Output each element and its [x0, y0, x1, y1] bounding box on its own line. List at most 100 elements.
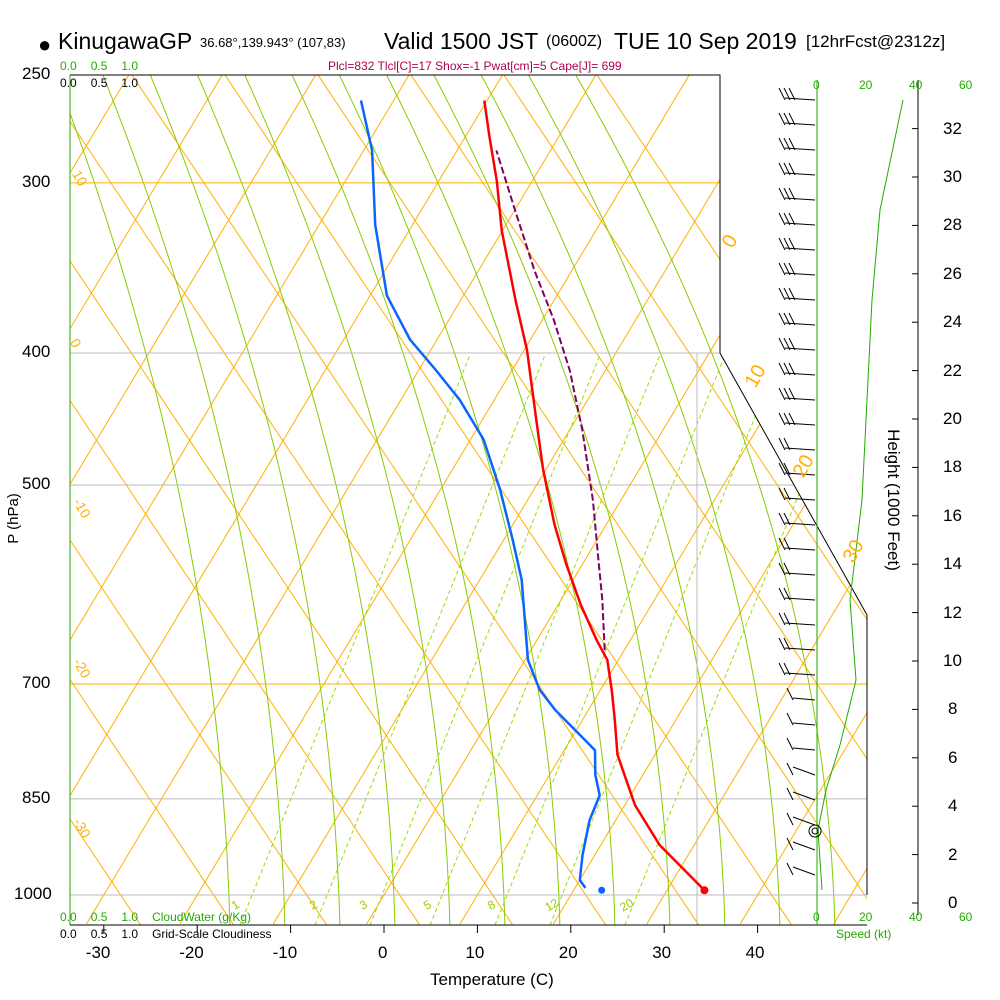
- wind-barb-feather: [783, 137, 791, 151]
- mixing-ratio-line: [239, 354, 471, 925]
- scale-tick: 0.5: [90, 910, 108, 924]
- speed-tick-label: 60: [959, 910, 973, 924]
- speed-axis-label: Speed (kt): [836, 927, 892, 941]
- adiabat-line: [70, 75, 331, 925]
- wind-barb-feather: [778, 512, 786, 526]
- pressure-tick-label: 300: [22, 171, 51, 191]
- moist-adiabat-line: [284, 75, 506, 925]
- wind-barb-feather: [778, 437, 786, 451]
- moist-adiabat-line: [566, 75, 836, 925]
- wind-barb-icon: [784, 647, 816, 651]
- height-tick-label: 2: [948, 844, 958, 864]
- wind-barb-icon: [792, 697, 816, 701]
- wind-barb-icon: [784, 347, 816, 351]
- wind-barb-icon: [784, 222, 816, 226]
- wind-barb-icon: [792, 866, 816, 876]
- moist-adiabat-line: [378, 75, 616, 925]
- speed-tick-label: 20: [859, 910, 873, 924]
- wind-barb-feather: [778, 87, 786, 101]
- wind-barb-icon: [784, 447, 816, 451]
- moist-adiabat-line: [190, 75, 396, 925]
- cloudiness-scale-top: 0.0 0.5 1.0: [60, 76, 160, 90]
- cloudiness-label: Grid-Scale Cloudiness: [152, 927, 272, 941]
- wind-barb-feather: [783, 262, 791, 276]
- wind-barb-feather: [783, 337, 791, 351]
- temperature-line: [483, 100, 706, 892]
- wind-barb-feather: [778, 162, 786, 176]
- wind-barb-icon: [784, 472, 816, 476]
- height-tick-label: 22: [943, 360, 962, 380]
- mixing-ratio-line: [549, 354, 781, 925]
- isotherm-line: [739, 75, 867, 925]
- moist-adiabat-line: [70, 75, 231, 925]
- pressure-tick-label: 400: [22, 342, 51, 361]
- moist-adiabat-line: [237, 75, 451, 925]
- wind-barb-feather: [778, 412, 786, 426]
- mixing-ratio-line: [369, 354, 601, 925]
- wind-barb-feather: [786, 687, 794, 701]
- wind-barb-feather: [788, 287, 796, 301]
- moist-adiabat-line: [331, 75, 561, 925]
- wind-barb-icon: [792, 766, 816, 776]
- wind-barb-feather: [778, 137, 786, 151]
- height-tick-label: 12: [943, 602, 962, 622]
- wind-barb-icon: [784, 372, 816, 376]
- wind-barb-icon: [784, 197, 816, 201]
- wind-barb-icon: [784, 172, 816, 176]
- mixing-ratio-line: [624, 354, 856, 925]
- wind-barb-feather: [778, 587, 786, 601]
- wind-barb-icon: [784, 522, 816, 526]
- station-dot-icon: ●: [38, 32, 52, 57]
- scale-tick: 0.0: [60, 76, 77, 90]
- speed-tick-label-top: 40: [909, 78, 923, 92]
- wind-barb-feather: [786, 837, 794, 851]
- valid-time: Valid 1500 JST: [384, 28, 539, 54]
- wind-barb-icon: [784, 122, 816, 126]
- isotherm-line: [553, 75, 867, 925]
- wind-barb-icon: [784, 547, 816, 551]
- height-axis-label: Height (1000 Feet): [883, 429, 903, 571]
- wind-barb-icon: [784, 322, 816, 326]
- isotherm-line: [833, 75, 867, 925]
- isotherm-line: [179, 75, 705, 925]
- isotherm-line: [366, 75, 867, 925]
- moist-adiabat-line: [143, 75, 341, 925]
- wind-barb-feather: [786, 862, 794, 876]
- wind-barb-feather: [783, 187, 791, 201]
- wind-barb-feather: [783, 312, 791, 326]
- wind-barb-feather: [783, 212, 791, 226]
- moist-adiabat-line: [96, 75, 286, 925]
- wind-barb-feather: [788, 362, 796, 376]
- indices-line: Plcl=832 Tlcl[C]=17 Shox=-1 Pwat[cm]=5 C…: [328, 59, 622, 73]
- isotherm-line: [70, 75, 238, 925]
- scale-tick: 1.0: [121, 76, 139, 90]
- x-tick-label: 40: [745, 943, 765, 962]
- speed-tick-label: 0: [813, 910, 820, 924]
- wind-barb-feather: [786, 712, 794, 726]
- mixing-ratio-line: [494, 354, 726, 925]
- wind-barb-icon: [784, 672, 816, 676]
- parcel-line: [495, 150, 606, 651]
- wind-barb-feather: [788, 112, 796, 126]
- x-tick-label: -20: [179, 943, 204, 962]
- adiabat-line: [70, 75, 424, 925]
- mixing-ratio-line: [314, 354, 546, 925]
- scale-tick: 0.0: [60, 910, 77, 924]
- wind-barb-icon: [784, 572, 816, 576]
- wind-barb-feather: [783, 462, 791, 476]
- y-axis-label: P (hPa): [4, 493, 22, 544]
- forecast-info: [12hrFcst@2312z]: [806, 32, 946, 51]
- speed-tick-label-top: 60: [959, 78, 973, 92]
- grid-group: [70, 75, 867, 925]
- utc-time: (0600Z): [546, 33, 603, 50]
- moist-adiabat-line: [425, 75, 671, 925]
- wind-barb-icon: [792, 722, 816, 726]
- height-tick-label: 10: [943, 651, 962, 670]
- wind-barb-feather: [778, 337, 786, 351]
- pressure-tick-label: 250: [22, 64, 51, 83]
- height-tick-label: 20: [943, 409, 962, 428]
- wind-barb-feather: [788, 312, 796, 326]
- wind-barb-feather: [783, 487, 791, 501]
- isotherm-line: [646, 75, 867, 925]
